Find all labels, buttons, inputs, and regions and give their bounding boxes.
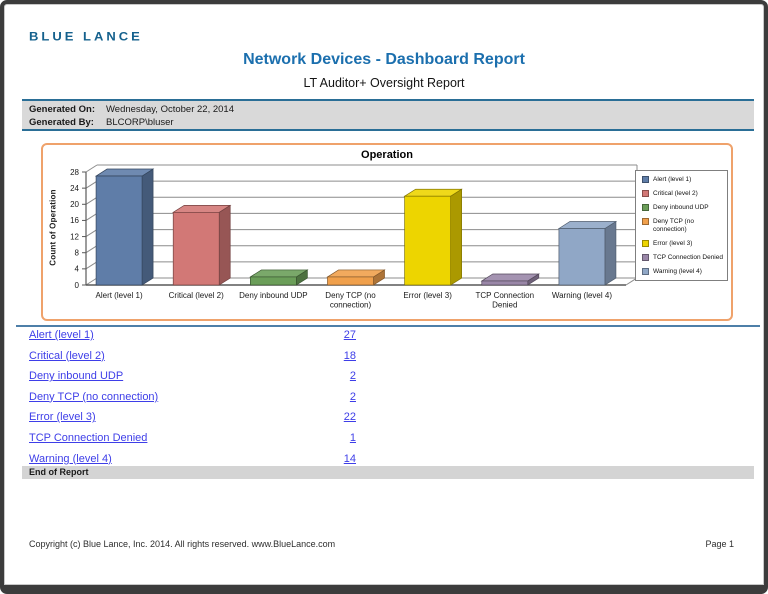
table-row: Critical (level 2) 18 [29,349,356,363]
operation-3d-bar-chart: 0 4 8 12 16 20 24 28 Alert (level 1) Critical (le… [70,164,638,310]
legend-label: Critical (level 2) [653,190,698,197]
generated-by-label: Generated By: [29,117,94,128]
row-count-link[interactable]: 22 [343,411,356,424]
y-tick-label: 8 [75,249,80,258]
y-tick-label: 16 [70,216,79,225]
bar-tcp-connection-denied [480,273,540,286]
chart-legend: Alert (level 1) Critical (level 2) Deny in… [635,170,728,281]
x-category-label: Warning (level 4) [552,291,613,300]
row-label-link[interactable]: Alert (level 1) [29,329,94,341]
row-label-link[interactable]: Deny inbound UDP [29,370,124,383]
y-tick-label: 4 [75,265,80,274]
bar-deny-tcp-no-connection- [326,269,386,286]
bar-alert-level-1- [94,168,155,286]
legend-item: Critical (level 2) [640,190,723,198]
operation-chart-panel: Operation Count of Operation 0 4 8 12 16 20 24… [41,143,733,321]
table-row: Deny TCP (no connection) 2 [29,390,356,404]
x-category-label: Denied [492,301,517,310]
generated-on-label: Generated On: [29,104,95,115]
table-row: TCP Connection Denied 1 [29,431,356,445]
y-tick-label: 12 [70,232,79,241]
footer-copyright: Copyright (c) Blue Lance, Inc. 2014. All… [29,539,336,549]
legend-label: Deny inbound UDP [653,204,709,211]
x-category-label: Deny inbound UDP [239,291,307,300]
bar-warning-level-4- [557,220,618,286]
legend-swatch [642,190,649,197]
table-row: Alert (level 1) 27 [29,328,356,342]
legend-swatch [642,239,649,247]
report-subtitle: LT Auditor+ Oversight Report [303,76,465,90]
generated-on-row: Generated On: Wednesday, October 22, 201… [22,103,754,116]
y-tick-label: 20 [70,200,79,209]
section-divider [16,325,760,327]
legend-item: Deny TCP (no connection) [640,218,723,233]
row-label-link[interactable]: Error (level 3) [29,411,96,424]
legend-item: TCP Connection Denied [640,253,723,262]
legend-swatch [642,267,649,275]
legend-label: Warning (level 4) [653,267,702,275]
bar-deny-inbound-udp [249,269,309,286]
end-of-report-bar: End of Report [22,466,754,479]
x-category-label: Critical (level 2) [169,291,224,300]
report-page: BLUE LANCE Network Devices - Dashboard R… [4,4,764,585]
legend-label: Alert (level 1) [653,176,692,183]
footer-page-number: Page 1 [705,539,734,549]
row-count-link[interactable]: 2 [349,390,356,403]
legend-label: Deny TCP (no connection) [653,218,694,233]
y-tick-label: 28 [70,168,79,177]
generated-info-bar: Generated On: Wednesday, October 22, 201… [22,99,754,131]
row-count-link[interactable]: 18 [343,349,356,362]
y-tick-label: 0 [75,281,80,290]
x-category-label: Alert (level 1) [96,291,143,300]
legend-item: Alert (level 1) [640,176,723,184]
bar-critical-level-2- [172,204,232,286]
legend-item: Error (level 3) [640,239,723,248]
bar-error-level-3- [403,188,463,286]
legend-item: Warning (level 4) [640,267,723,276]
table-row: Warning (level 4) 14 [29,452,356,466]
generated-on-value: Wednesday, October 22, 2014 [106,104,234,115]
legend-label: Error (level 3) [653,239,693,247]
row-count-link[interactable]: 2 [349,370,356,383]
y-tick-label: 24 [70,184,79,193]
row-label-link[interactable]: TCP Connection Denied [29,432,148,444]
legend-swatch [642,218,649,225]
generated-by-value: BLCORP\bluser [106,117,174,128]
row-count-link[interactable]: 1 [349,432,356,444]
legend-swatch [642,253,649,261]
chart-title: Operation [361,149,413,161]
legend-swatch [642,204,649,211]
blue-lance-logo: BLUE LANCE [29,29,143,44]
legend-label: TCP Connection Denied [653,253,723,261]
generated-by-row: Generated By: BLCORP\bluser [22,116,754,129]
row-label-link[interactable]: Deny TCP (no connection) [29,390,159,403]
table-row: Deny inbound UDP 2 [29,369,356,383]
x-category-label: Deny TCP (no [325,291,376,300]
legend-item: Deny inbound UDP [640,204,723,212]
x-category-label: connection) [330,301,372,310]
row-label-link[interactable]: Critical (level 2) [29,349,105,362]
legend-swatch [642,176,649,183]
row-label-link[interactable]: Warning (level 4) [29,452,112,465]
row-count-link[interactable]: 14 [343,452,356,465]
report-title: Network Devices - Dashboard Report [243,51,525,68]
x-category-label: TCP Connection [476,291,535,300]
row-count-link[interactable]: 27 [343,329,356,341]
table-row: Error (level 3) 22 [29,410,356,424]
x-category-label: Error (level 3) [403,291,452,300]
